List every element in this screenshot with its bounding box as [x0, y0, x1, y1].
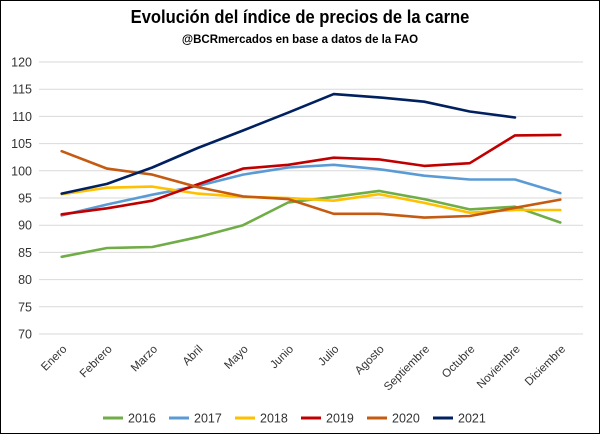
y-tick-label: 70 — [18, 328, 32, 342]
y-tick-label: 110 — [12, 110, 32, 124]
y-tick-label: 100 — [11, 164, 32, 178]
series-line-2016 — [60, 189, 562, 259]
series-line-2018 — [60, 185, 562, 214]
x-tick-label: Diciembre — [523, 343, 568, 388]
legend-label-2017: 2017 — [194, 412, 222, 426]
y-tick-label: 95 — [18, 192, 32, 206]
x-tick-label: Marzo — [129, 343, 160, 374]
x-tick-label: Julio — [316, 343, 341, 368]
series-line-2021 — [60, 92, 517, 195]
chart-subtitle: @BCRmercados en base a datos de la FAO — [181, 34, 419, 46]
series-line-2017 — [60, 163, 562, 217]
legend-label-2020: 2020 — [392, 412, 420, 426]
chart-title: Evolución del índice de precios de la ca… — [130, 7, 470, 27]
legend-label-2019: 2019 — [326, 412, 354, 426]
y-tick-label: 90 — [18, 219, 32, 233]
legend-label-2021: 2021 — [458, 412, 486, 426]
series-line-2020 — [60, 149, 562, 219]
x-tick-label: Noviembre — [475, 343, 523, 391]
series-line-2019 — [60, 133, 562, 216]
x-tick-label: Abril — [181, 343, 206, 368]
x-tick-label: Agosto — [353, 343, 387, 377]
legend-label-2016: 2016 — [128, 412, 156, 426]
x-tick-label: Junio — [268, 343, 296, 371]
y-tick-label: 115 — [12, 83, 32, 97]
legend-label-2018: 2018 — [260, 412, 288, 426]
x-tick-label: Septiembre — [382, 343, 432, 393]
x-tick-label: Febrero — [78, 343, 115, 380]
x-tick-label: Mayo — [222, 343, 250, 371]
x-tick-label: Enero — [39, 343, 69, 373]
y-tick-label: 120 — [11, 56, 32, 70]
x-tick-label: Octubre — [440, 343, 477, 380]
y-tick-label: 85 — [18, 246, 32, 260]
y-tick-label: 105 — [11, 137, 32, 151]
y-tick-label: 80 — [18, 273, 32, 287]
y-tick-label: 75 — [18, 300, 32, 314]
